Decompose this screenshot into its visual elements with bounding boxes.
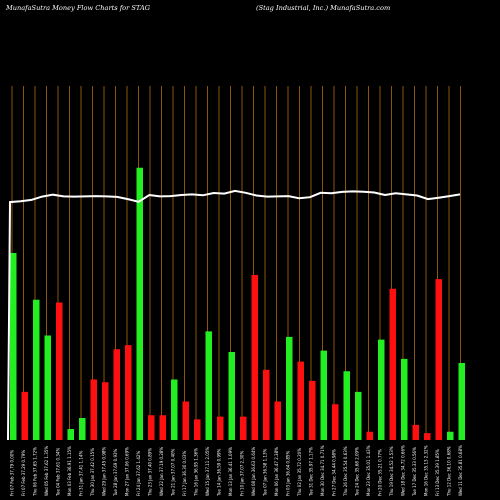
x-tick-label: Tue 07 Jan 36.58 1.13% [263,448,268,497]
x-tick-label: Fri 10 Jan 37.07 2.30% [240,451,245,496]
money-flow-bar [136,167,143,440]
x-tick-label: Fri 13 Dec 35.39 1.85% [435,449,440,496]
x-tick-label: Mon 23 Dec 35.01 1.43% [366,445,371,496]
money-flow-bar [205,331,212,440]
money-flow-bar [159,415,166,440]
money-flow-bar [274,401,281,440]
x-tick-label: Mon 03 Feb 36.91 1.15% [67,446,72,496]
x-tick-label: Fri 27 Dec 34.44 0.98% [332,449,337,496]
money-flow-bar [217,416,224,440]
x-tick-label: Mon 30 Dec 34.71 0.71% [320,445,325,496]
x-tick-label: Thu 06 Feb 37.65 1.72% [33,447,38,497]
money-flow-bars [10,167,465,440]
x-tick-label: Fri 31 Jan 37.41 1.14% [79,451,84,496]
money-flow-bar [401,358,408,440]
money-flow-bar [286,336,293,440]
money-flow-bar [44,335,51,440]
money-flow-bar [125,345,132,440]
money-flow-bar [424,433,431,440]
chart-title: MunafaSutra Money Flow Charts for STAG [6,4,150,12]
x-tick-label: Thu 23 Jan 37.40 0.89% [148,448,153,497]
money-flow-bar [378,339,385,440]
money-flow-bar [171,379,178,440]
x-tick-label: Mon 13 Jan 36.41 1.09% [228,447,233,496]
money-flow-bar [56,302,63,440]
x-tick-label: Wed 18 Dec 34.72 0.66% [401,445,406,496]
x-tick-label: Fri 20 Dec 35.21 0.77% [378,449,383,496]
money-flow-bar [355,391,362,440]
money-flow-bar [228,352,235,440]
money-flow-bar [33,299,40,440]
money-flow-bar [79,418,86,440]
x-tick-label: Tue 21 Jan 37.07 0.40% [171,448,176,497]
x-tick-label: Tue 14 Jan 36.59 0.99% [217,448,222,497]
x-tick-label: Fri 07 Feb 37.29 0.79% [21,450,26,496]
x-tick-label: Thu 19 Dec 34.52 1.53% [389,446,394,497]
money-flow-bar [458,363,465,440]
x-tick-label: Tue 24 Dec 35.68 2.09% [355,447,360,497]
x-tick-label: Thu 16 Jan 36.95 1.36% [194,448,199,497]
money-flow-bar [447,431,454,440]
x-tick-label: Tue 28 Jan 37.69 0.93% [113,448,118,497]
x-tick-label: Thu 02 Jan 35.72 0.20% [297,448,302,497]
money-flow-bar [332,404,339,440]
price-line [7,189,461,441]
money-flow-bar [240,416,247,440]
x-tick-label: Mon 27 Jan 37.06 0.69% [125,447,130,496]
money-flow-bar [435,279,442,440]
money-flow-bar [297,361,304,440]
x-tick-label: Tue 31 Dec 35.97 1.17% [309,447,314,497]
x-tick-labels: Fri 07 Feb 37.79 0.00% Fri 07 Feb 37.29 0… [10,445,464,497]
x-tick-label: Fri 17 Jan 36.30 0.03% [182,451,187,496]
money-flow-bar [412,424,419,440]
money-flow-bar [21,391,28,440]
x-tick-label: Tue 17 Dec 35.33 0.56% [412,447,417,497]
x-tick-label: Wed 15 Jan 37.11 2.05% [205,447,210,496]
money-flow-bar [263,369,270,440]
x-tick-label: Tue 04 Feb 37.61 0.34% [56,448,61,497]
x-tick-label: Wed 29 Jan 37.45 0.98% [102,447,107,496]
x-tick-label: Wed 08 Jan 36.63 0.64% [251,447,256,496]
money-flow-bar [343,371,350,440]
x-tick-label: Thu 12 Dec 36.10 0.68% [447,446,452,497]
money-flow-bar [309,380,316,440]
x-tick-label: Fri 24 Jan 37.62 1.42% [136,451,141,496]
x-tick-label: Fri 03 Jan 36.64 0.85% [286,451,291,496]
money-flow-bar [320,350,327,440]
x-tick-label: Wed 22 Jan 37.19 0.28% [159,447,164,496]
money-flow-bar [102,382,109,440]
x-tick-label: Mon 06 Jan 36.47 2.38% [274,447,279,496]
money-flow-bar [389,288,396,440]
money-flow-bar [10,253,17,440]
money-flow-bar [148,415,155,440]
x-tick-label: Mon 16 Dec 35.13 2.32% [424,445,429,496]
x-tick-label: Wed 11 Dec 35.81 0.68% [458,445,463,496]
money-flow-bar [113,349,120,440]
money-flow-bar [67,429,74,440]
money-flow-bar [251,275,258,440]
money-flow-bar [366,431,373,440]
money-flow-bar [182,401,189,440]
x-tick-label: Wed 05 Feb 37.62 1.35% [44,446,49,496]
chart-subtitle: (Stag Industrial, Inc.) MunafaSutra.com [256,4,391,12]
x-tick-label: Fri 07 Feb 37.79 0.00% [10,450,15,496]
x-tick-label: Thu 26 Dec 35.54 0.63% [343,446,348,497]
x-tick-label: Thu 30 Jan 37.42 0.15% [90,448,95,497]
money-flow-bar [90,379,97,440]
money-flow-bar [194,419,201,440]
